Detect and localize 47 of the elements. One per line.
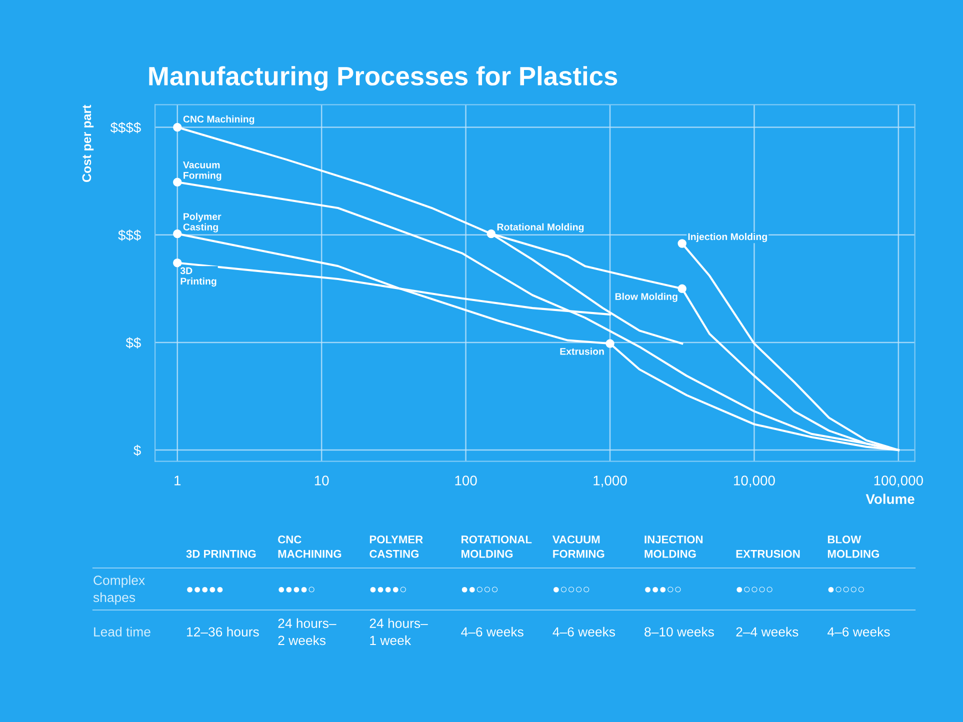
- text: ROTATIONAL MOLDING: [462, 536, 532, 558]
- text: 4–6 weeks: [461, 626, 524, 637]
- text: 24 hours– 2 weeks: [278, 618, 336, 646]
- text: ●○○○○: [736, 586, 772, 592]
- chart-title: Manufacturing Processes for Plastics: [149, 66, 618, 91]
- x-tick-label: 100: [455, 476, 477, 486]
- text: 3D PRINTING: [186, 550, 256, 558]
- text: ●●●○○: [645, 586, 681, 592]
- text: ●●●●○: [370, 586, 406, 592]
- text: ●●●●●: [187, 587, 223, 592]
- text: Complex shapes: [93, 575, 145, 605]
- annotation: Vacuum Forming: [183, 162, 222, 181]
- text: ●●●●○: [278, 586, 314, 592]
- x-tick-label: 1: [174, 476, 181, 486]
- text: EXTRUSION: [736, 550, 800, 558]
- text: 2–4 weeks: [736, 626, 798, 637]
- x-tick-label: 1,000: [594, 476, 627, 488]
- text: 24 hours– 1 week: [370, 618, 428, 646]
- text: BLOW MOLDING: [828, 536, 879, 558]
- text: 4–6 weeks: [552, 626, 616, 637]
- x-tick-label: 100,000: [874, 476, 923, 488]
- annotation: Extrusion: [560, 348, 604, 355]
- text: $$: [126, 337, 141, 348]
- annotation: Blow Molding: [615, 292, 678, 302]
- text: 4–6 weeks: [828, 626, 890, 637]
- text: 8–10 weeks: [644, 626, 714, 637]
- annotation: CNC Machining: [183, 115, 254, 125]
- text: ●●○○○: [462, 586, 498, 592]
- y-axis-title: Cost per part: [82, 104, 94, 182]
- annotation: Polymer Casting: [183, 212, 222, 232]
- text: $$$: [118, 230, 141, 241]
- text: POLYMER CASTING: [370, 536, 423, 558]
- text: INJECTION MOLDING: [644, 536, 703, 558]
- annotation: 3D Printing: [180, 267, 216, 287]
- text: CNC MACHINING: [278, 536, 342, 558]
- x-tick-label: 10,000: [734, 476, 775, 488]
- text: $: [134, 444, 141, 456]
- text: $$$$: [110, 122, 141, 134]
- annotation: Injection Molding: [688, 232, 767, 242]
- annotation: Rotational Molding: [497, 223, 584, 232]
- text: ●○○○○: [828, 586, 864, 592]
- x-tick-label: 10: [314, 476, 329, 486]
- text: ●○○○○: [553, 586, 590, 592]
- x-axis-title: Volume: [866, 494, 914, 504]
- text: VACUUM FORMING: [552, 536, 604, 558]
- text: 12–36 hours: [187, 626, 259, 637]
- text: Lead time: [94, 626, 150, 637]
